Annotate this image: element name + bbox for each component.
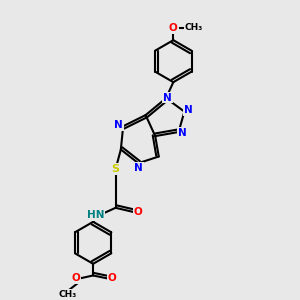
Text: O: O: [107, 273, 116, 284]
Text: HN: HN: [87, 210, 104, 220]
Text: CH₃: CH₃: [58, 290, 76, 299]
Text: N: N: [184, 105, 193, 115]
Text: S: S: [112, 164, 120, 174]
Text: N: N: [114, 120, 123, 130]
Text: CH₃: CH₃: [184, 23, 203, 32]
Text: O: O: [134, 207, 142, 217]
Text: N: N: [178, 128, 187, 138]
Text: N: N: [134, 163, 143, 172]
Text: N: N: [163, 93, 172, 103]
Text: O: O: [169, 23, 178, 33]
Text: O: O: [71, 273, 80, 284]
